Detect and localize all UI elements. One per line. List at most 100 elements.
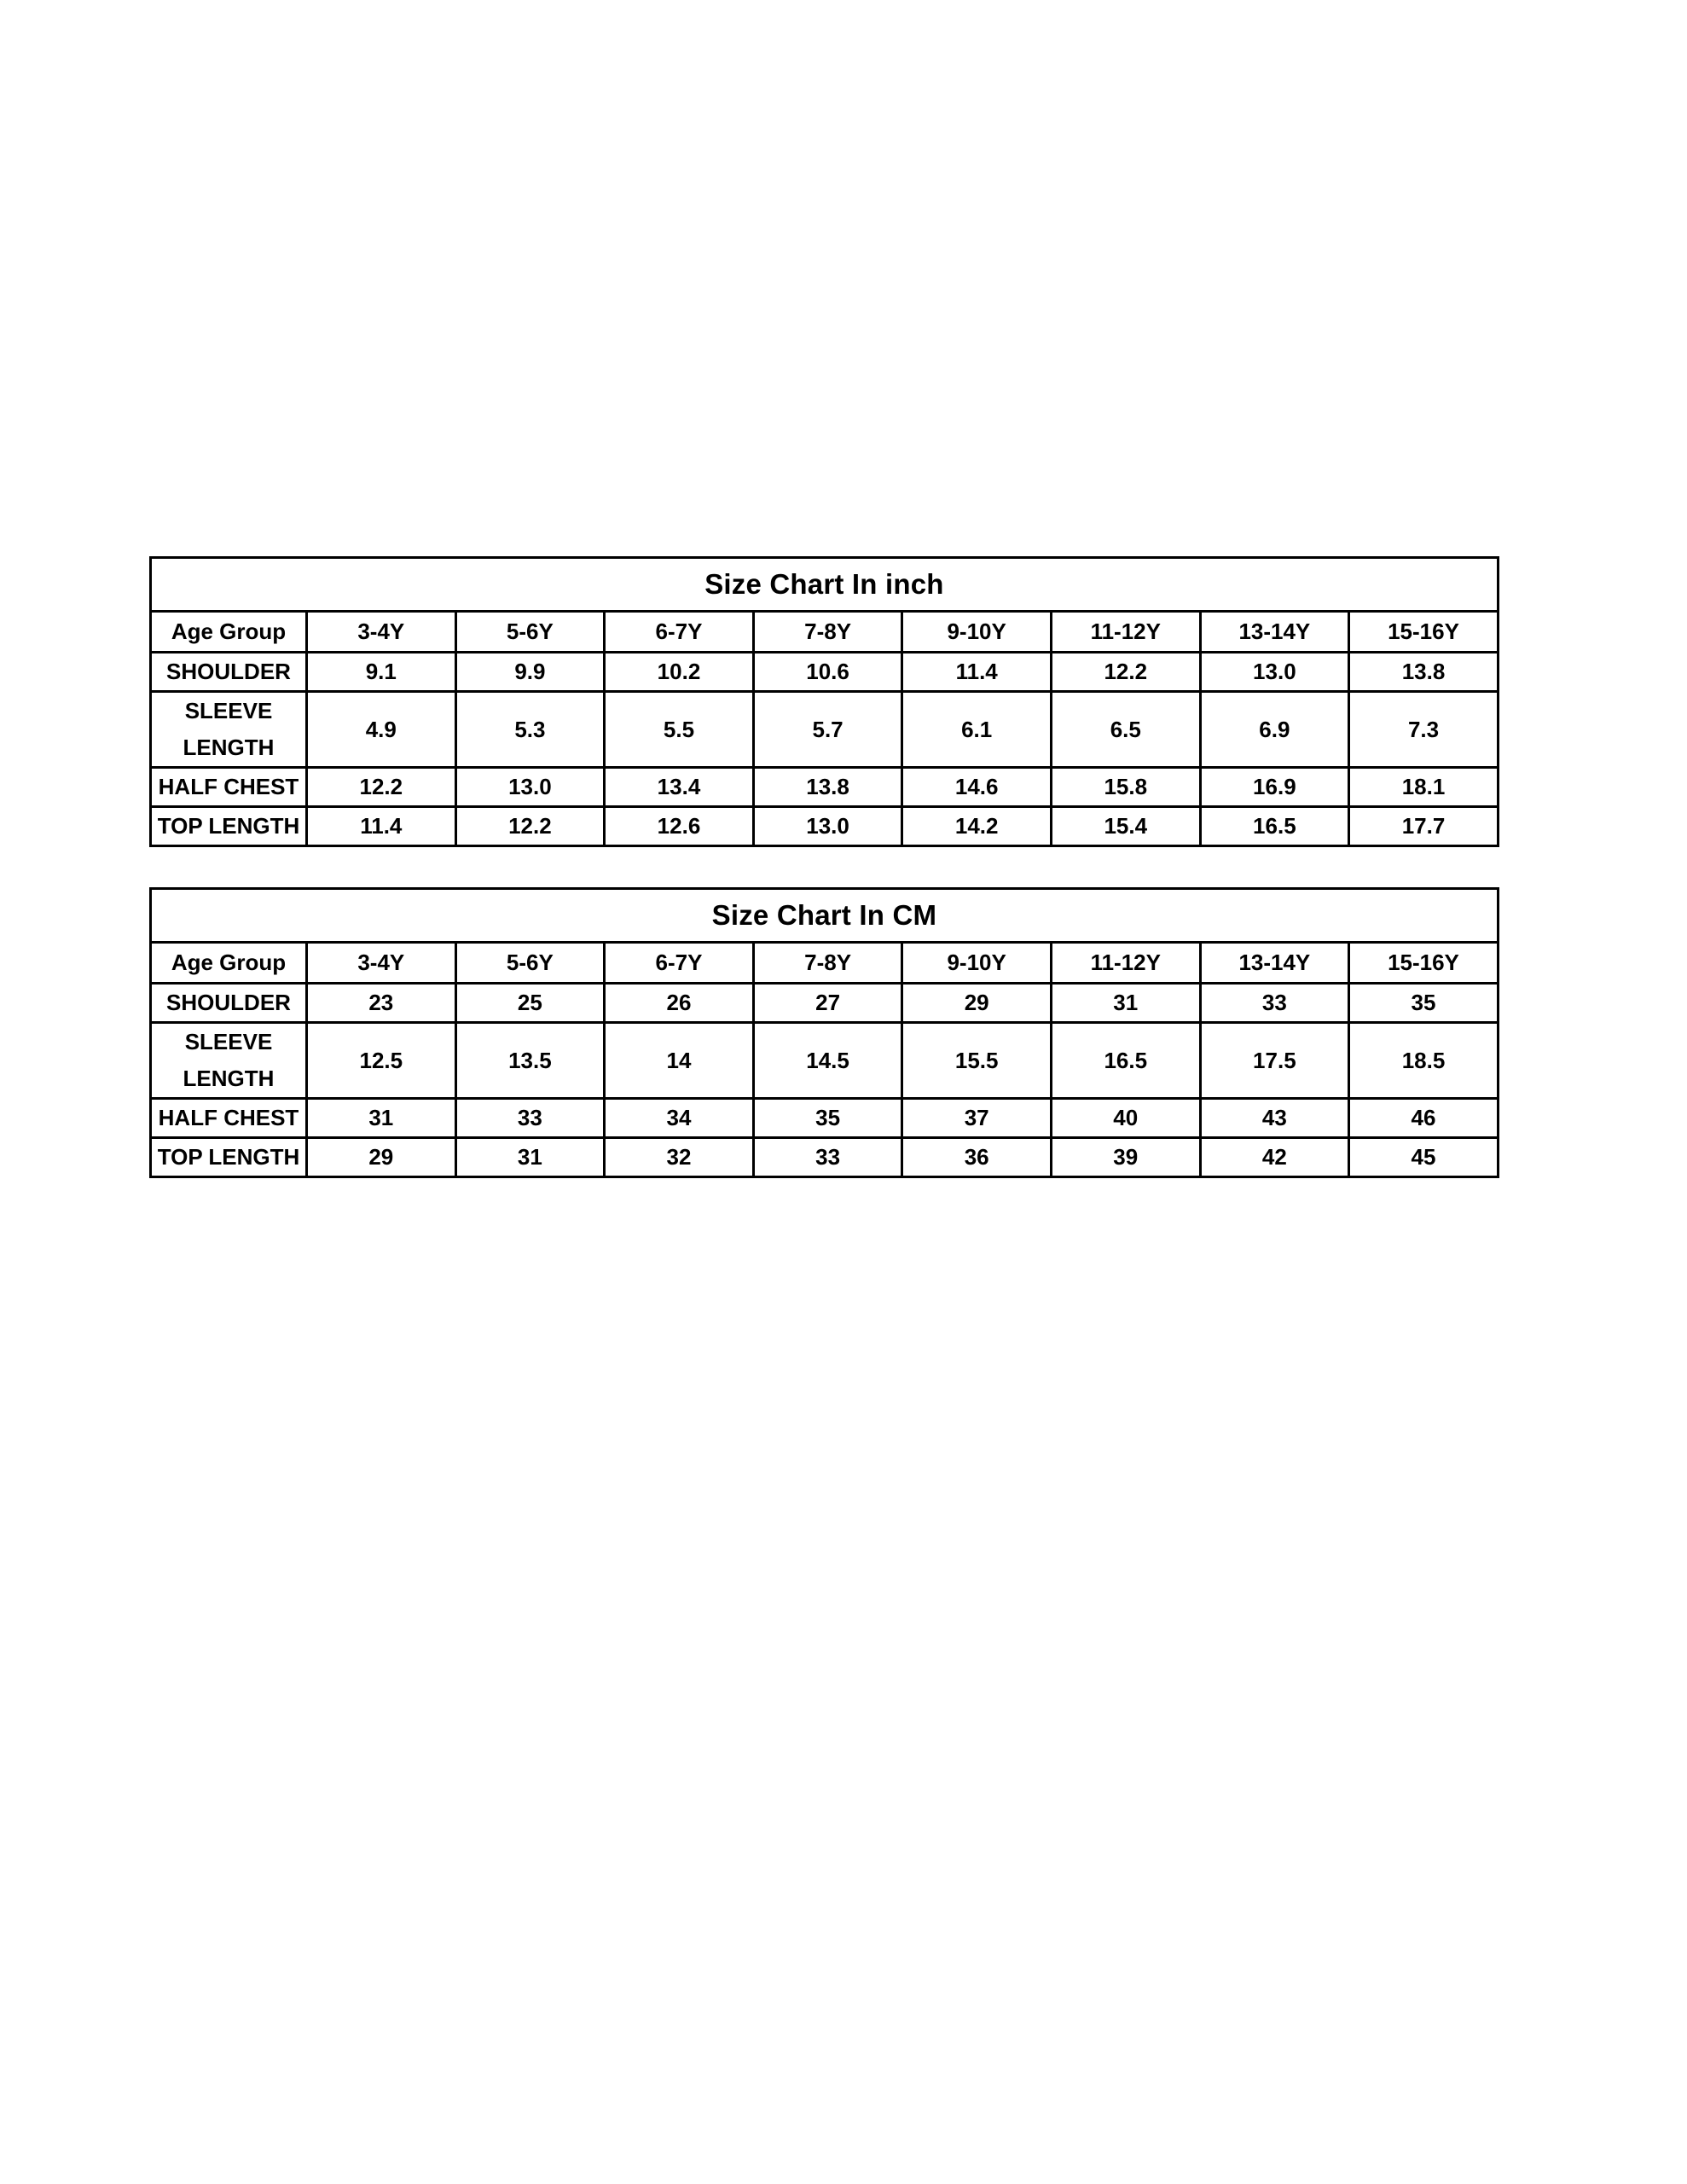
cell-value: 27	[751, 982, 904, 1024]
cell-value: 13.4	[603, 766, 755, 808]
cell-value: 14.5	[751, 1021, 904, 1100]
cell-value: 31	[454, 1136, 606, 1178]
cell-value: 12.5	[305, 1021, 457, 1100]
cell-value: 15.8	[1049, 766, 1202, 808]
table-title: Size Chart In CM	[149, 887, 1499, 944]
cell-value: 36	[901, 1136, 1052, 1178]
column-header-6-7y: 6-7Y	[603, 610, 755, 653]
cell-value: 39	[1049, 1136, 1202, 1178]
cell-value: 40	[1049, 1097, 1202, 1139]
cell-value: 16.5	[1198, 805, 1351, 847]
cell-value: 9.1	[305, 651, 457, 693]
cell-value: 5.7	[751, 690, 904, 769]
table-row: TOP LENGTH 11.4 12.2 12.6 13.0 14.2 15.4…	[149, 805, 1499, 847]
column-header-7-8y: 7-8Y	[751, 941, 904, 985]
table-header-row: Age Group 3-4Y 5-6Y 6-7Y 7-8Y 9-10Y 11-1…	[149, 610, 1499, 653]
column-header-13-14y: 13-14Y	[1198, 941, 1351, 985]
row-label-top-length: TOP LENGTH	[149, 805, 308, 847]
column-header-13-14y: 13-14Y	[1198, 610, 1351, 653]
row-label-sleeve-length: SLEEVE LENGTH	[149, 690, 308, 769]
column-header-7-8y: 7-8Y	[751, 610, 904, 653]
cell-value: 5.5	[603, 690, 755, 769]
table-title: Size Chart In inch	[149, 556, 1499, 613]
table-row: HALF CHEST 12.2 13.0 13.4 13.8 14.6 15.8…	[149, 766, 1499, 808]
cell-value: 10.6	[751, 651, 904, 693]
cell-value: 13.0	[454, 766, 606, 808]
cell-value: 45	[1348, 1136, 1499, 1178]
column-header-5-6y: 5-6Y	[454, 610, 606, 653]
size-chart-table-cm: Size Chart In CM Age Group 3-4Y 5-6Y 6-7…	[149, 887, 1499, 1178]
column-header-5-6y: 5-6Y	[454, 941, 606, 985]
cell-value: 16.9	[1198, 766, 1351, 808]
cell-value: 12.2	[305, 766, 457, 808]
cell-value: 33	[454, 1097, 606, 1139]
cell-value: 43	[1198, 1097, 1351, 1139]
row-label-sleeve-length: SLEEVE LENGTH	[149, 1021, 308, 1100]
column-header-9-10y: 9-10Y	[901, 941, 1052, 985]
row-label-top-length: TOP LENGTH	[149, 1136, 308, 1178]
cell-value: 42	[1198, 1136, 1351, 1178]
table-row: SLEEVE LENGTH 12.5 13.5 14 14.5 15.5 16.…	[149, 1021, 1499, 1100]
cell-value: 12.2	[1049, 651, 1202, 693]
cell-value: 35	[1348, 982, 1499, 1024]
cell-value: 17.5	[1198, 1021, 1351, 1100]
row-label-half-chest: HALF CHEST	[149, 766, 308, 808]
cell-value: 35	[751, 1097, 904, 1139]
cell-value: 12.2	[454, 805, 606, 847]
cell-value: 29	[305, 1136, 457, 1178]
cell-value: 7.3	[1348, 690, 1499, 769]
cell-value: 10.2	[603, 651, 755, 693]
cell-value: 29	[901, 982, 1052, 1024]
cell-value: 15.4	[1049, 805, 1202, 847]
cell-value: 31	[1049, 982, 1202, 1024]
column-header-11-12y: 11-12Y	[1049, 610, 1202, 653]
cell-value: 14	[603, 1021, 755, 1100]
column-header-15-16y: 15-16Y	[1348, 941, 1499, 985]
column-header-15-16y: 15-16Y	[1348, 610, 1499, 653]
cell-value: 46	[1348, 1097, 1499, 1139]
cell-value: 18.1	[1348, 766, 1499, 808]
cell-value: 11.4	[901, 651, 1052, 693]
table-row: SHOULDER 9.1 9.9 10.2 10.6 11.4 12.2 13.…	[149, 651, 1499, 693]
cell-value: 15.5	[901, 1021, 1052, 1100]
column-header-age-group: Age Group	[149, 610, 308, 653]
row-label-shoulder: SHOULDER	[149, 651, 308, 693]
cell-value: 11.4	[305, 805, 457, 847]
cell-value: 13.0	[751, 805, 904, 847]
column-header-3-4y: 3-4Y	[305, 610, 457, 653]
cell-value: 33	[751, 1136, 904, 1178]
cell-value: 17.7	[1348, 805, 1499, 847]
table-title-row: Size Chart In inch	[149, 556, 1499, 613]
cell-value: 13.0	[1198, 651, 1351, 693]
table-header-row: Age Group 3-4Y 5-6Y 6-7Y 7-8Y 9-10Y 11-1…	[149, 941, 1499, 985]
cell-value: 6.1	[901, 690, 1052, 769]
cell-value: 4.9	[305, 690, 457, 769]
cell-value: 6.9	[1198, 690, 1351, 769]
cell-value: 18.5	[1348, 1021, 1499, 1100]
cell-value: 31	[305, 1097, 457, 1139]
column-header-9-10y: 9-10Y	[901, 610, 1052, 653]
cell-value: 9.9	[454, 651, 606, 693]
column-header-age-group: Age Group	[149, 941, 308, 985]
table-row: TOP LENGTH 29 31 32 33 36 39 42 45	[149, 1136, 1499, 1178]
cell-value: 14.6	[901, 766, 1052, 808]
column-header-3-4y: 3-4Y	[305, 941, 457, 985]
cell-value: 6.5	[1049, 690, 1202, 769]
cell-value: 26	[603, 982, 755, 1024]
table-row: SLEEVE LENGTH 4.9 5.3 5.5 5.7 6.1 6.5 6.…	[149, 690, 1499, 769]
cell-value: 14.2	[901, 805, 1052, 847]
cell-value: 13.8	[751, 766, 904, 808]
cell-value: 23	[305, 982, 457, 1024]
cell-value: 37	[901, 1097, 1052, 1139]
cell-value: 33	[1198, 982, 1351, 1024]
table-title-row: Size Chart In CM	[149, 887, 1499, 944]
cell-value: 5.3	[454, 690, 606, 769]
cell-value: 12.6	[603, 805, 755, 847]
row-label-half-chest: HALF CHEST	[149, 1097, 308, 1139]
column-header-11-12y: 11-12Y	[1049, 941, 1202, 985]
cell-value: 16.5	[1049, 1021, 1202, 1100]
cell-value: 13.8	[1348, 651, 1499, 693]
table-row: SHOULDER 23 25 26 27 29 31 33 35	[149, 982, 1499, 1024]
column-header-6-7y: 6-7Y	[603, 941, 755, 985]
